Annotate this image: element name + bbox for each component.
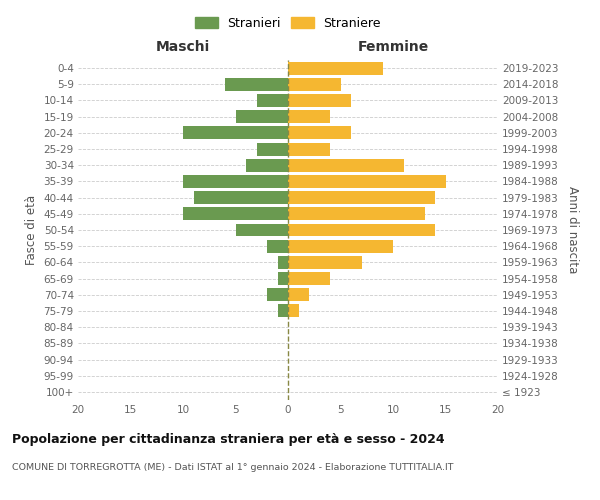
Bar [288, 110, 330, 123]
Bar [288, 256, 361, 269]
Bar [246, 159, 288, 172]
Bar [288, 272, 330, 285]
Y-axis label: Fasce di età: Fasce di età [25, 195, 38, 265]
Y-axis label: Anni di nascita: Anni di nascita [566, 186, 579, 274]
Bar [225, 78, 288, 91]
Bar [257, 142, 288, 156]
Bar [277, 304, 288, 318]
Bar [183, 126, 288, 140]
Bar [288, 208, 425, 220]
Bar [267, 288, 288, 301]
Legend: Stranieri, Straniere: Stranieri, Straniere [190, 12, 386, 35]
Bar [288, 240, 393, 252]
Text: COMUNE DI TORREGROTTA (ME) - Dati ISTAT al 1° gennaio 2024 - Elaborazione TUTTIT: COMUNE DI TORREGROTTA (ME) - Dati ISTAT … [12, 462, 454, 471]
Bar [288, 224, 435, 236]
Text: Popolazione per cittadinanza straniera per età e sesso - 2024: Popolazione per cittadinanza straniera p… [12, 432, 445, 446]
Bar [183, 208, 288, 220]
Bar [288, 288, 309, 301]
Bar [288, 142, 330, 156]
Text: Femmine: Femmine [358, 40, 428, 54]
Bar [288, 159, 404, 172]
Text: Maschi: Maschi [156, 40, 210, 54]
Bar [277, 272, 288, 285]
Bar [183, 175, 288, 188]
Bar [235, 110, 288, 123]
Bar [288, 78, 341, 91]
Bar [288, 126, 351, 140]
Bar [235, 224, 288, 236]
Bar [288, 304, 299, 318]
Bar [288, 175, 445, 188]
Bar [288, 62, 383, 74]
Bar [267, 240, 288, 252]
Bar [257, 94, 288, 107]
Bar [193, 191, 288, 204]
Bar [288, 94, 351, 107]
Bar [288, 191, 435, 204]
Bar [277, 256, 288, 269]
